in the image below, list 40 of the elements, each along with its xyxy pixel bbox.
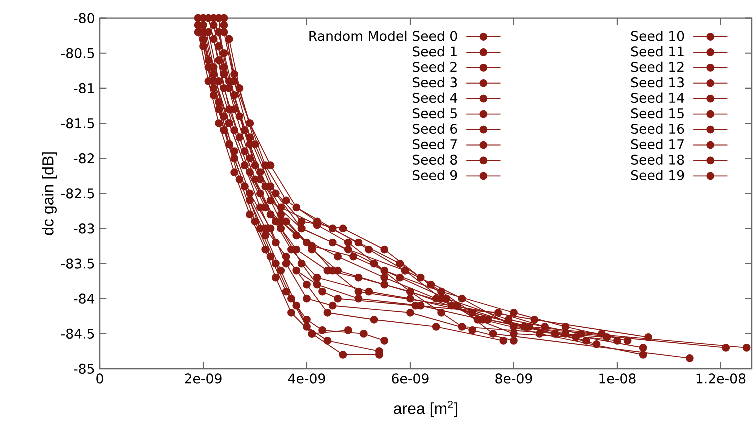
legend-label: Seed 9 bbox=[412, 170, 458, 180]
legend-label: Seed 5 bbox=[412, 108, 457, 119]
y-tick-label: -85 bbox=[74, 364, 94, 374]
x-axis-title: area [m$^{2}$] bbox=[394, 400, 458, 418]
legend-label: Seed 2 bbox=[412, 62, 457, 72]
legend-label: Seed 6 bbox=[412, 124, 458, 134]
legend-label: Seed 1 bbox=[412, 46, 457, 57]
y-tick-label: -82 bbox=[74, 154, 94, 164]
x-tick-label: 8e-09 bbox=[496, 374, 532, 384]
legend-label: Seed 15 bbox=[631, 108, 684, 119]
legend-label: Seed 17 bbox=[631, 139, 684, 150]
x-tick-label: 1.2e-08 bbox=[696, 374, 746, 384]
legend-label: Seed 18 bbox=[631, 154, 684, 165]
y-tick-label: -81.5 bbox=[61, 118, 94, 129]
y-tick-label: -80.5 bbox=[61, 48, 94, 58]
x-tick-label: 1e-08 bbox=[600, 374, 636, 384]
y-axis-title: dc gain [dB] bbox=[42, 152, 57, 236]
y-tick-label: -84.5 bbox=[61, 328, 94, 339]
legend-label: Seed 13 bbox=[631, 77, 684, 88]
legend-label: Random Model Seed 0 bbox=[310, 30, 458, 42]
legend-label: Seed 14 bbox=[631, 92, 684, 104]
legend-label: Seed 7 bbox=[412, 139, 457, 150]
legend-label: Seed 8 bbox=[412, 154, 458, 165]
legend-label: Seed 11 bbox=[631, 46, 684, 57]
x-tick-label: 4e-09 bbox=[288, 374, 326, 384]
y-tick-label: -81 bbox=[74, 83, 94, 94]
legend-label: Seed 16 bbox=[631, 124, 684, 134]
y-tick-label: -84 bbox=[74, 294, 95, 304]
x-tick-label: 2e-09 bbox=[185, 374, 222, 384]
legend-label: Seed 3 bbox=[412, 77, 458, 88]
y-tick-label: -83 bbox=[74, 224, 94, 234]
x-tick-label: 0 bbox=[96, 374, 104, 384]
legend-label: Seed 4 bbox=[412, 92, 458, 104]
y-tick-label: -83.5 bbox=[61, 258, 94, 269]
y-tick-label: -82.5 bbox=[61, 188, 94, 199]
legend-label: Seed 19 bbox=[631, 170, 684, 180]
legend-label: Seed 12 bbox=[631, 62, 684, 72]
y-tick-label: -80 bbox=[74, 13, 94, 24]
legend-label: Seed 10 bbox=[631, 30, 684, 42]
x-tick-label: 6e-09 bbox=[392, 374, 429, 384]
